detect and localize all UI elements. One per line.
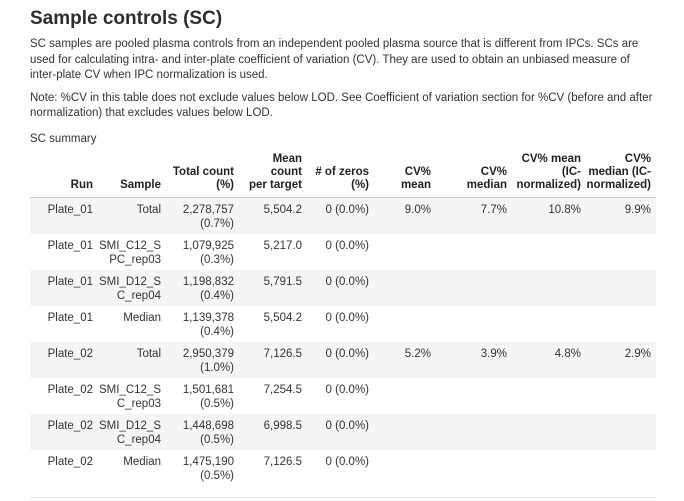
cell-run: Plate_02 — [47, 419, 93, 432]
cell-total-count: 2,950,379 (1.0%) — [182, 347, 234, 374]
cell-mean-count: 7,126.5 — [263, 347, 302, 360]
cell-cv-median — [436, 450, 512, 486]
cell-mean-count: 5,217.0 — [263, 239, 302, 252]
cell-mean-count: 5,504.2 — [263, 203, 302, 216]
cell-mean-count: 5,504.2 — [263, 311, 302, 324]
cell-cv-mean-ic — [512, 270, 586, 306]
cell-sample: SMI_D12_S C_rep04 — [98, 275, 161, 302]
cell-cv-median-ic — [586, 306, 656, 342]
cell-zeros: 0 (0.0%) — [325, 455, 369, 468]
cell-zeros: 0 (0.0%) — [325, 203, 369, 216]
cell-zeros: 0 (0.0%) — [325, 347, 369, 360]
cell-run: Plate_01 — [47, 203, 93, 216]
table-row: Plate_02 SMI_C12_S C_rep03 1,501,681 (0.… — [30, 378, 656, 414]
cell-cv-median-ic — [586, 414, 656, 450]
cell-cv-mean-ic — [512, 234, 586, 270]
cell-zeros: 0 (0.0%) — [325, 383, 369, 396]
column-header-total-count: Total count (%) — [166, 152, 239, 198]
cell-run: Plate_01 — [47, 239, 93, 252]
cell-total-count: 1,501,681 (0.5%) — [182, 383, 234, 410]
cell-run: Plate_01 — [47, 311, 93, 324]
cell-cv-median — [436, 234, 512, 270]
header-row: Run Sample Total count (%) Mean count pe… — [30, 152, 656, 198]
cell-run: Plate_01 — [47, 275, 93, 288]
cell-cv-median-ic — [586, 234, 656, 270]
cell-cv-median-ic — [586, 270, 656, 306]
cell-cv-mean: 9.0% — [404, 203, 431, 216]
table-row: Plate_02 Total 2,950,379 (1.0%) 7,126.5 … — [30, 341, 656, 378]
cell-cv-median-ic — [586, 378, 656, 414]
column-header-cv-median-ic: CV% median (IC- normalized) — [586, 152, 656, 198]
column-header-run: Run — [30, 152, 98, 198]
cell-mean-count: 6,998.5 — [263, 419, 302, 432]
cell-sample: Total — [136, 203, 161, 216]
table-row: Plate_02 SMI_D12_S C_rep04 1,448,698 (0.… — [30, 413, 656, 450]
column-header-sample: Sample — [98, 152, 166, 198]
column-header-cv-mean: CV% mean — [374, 152, 436, 198]
cell-sample: Median — [123, 455, 161, 468]
cell-cv-mean-ic: 4.8% — [554, 347, 581, 360]
cell-zeros: 0 (0.0%) — [325, 275, 369, 288]
table-caption: SC summary — [30, 132, 97, 145]
cell-zeros: 0 (0.0%) — [325, 419, 369, 432]
column-header-cv-mean-ic: CV% mean (IC- normalized) — [512, 152, 586, 198]
sc-summary-table: Run Sample Total count (%) Mean count pe… — [30, 152, 656, 486]
column-header-zeros: # of zeros (%) — [307, 152, 374, 198]
table-row: Plate_01 SMI_D12_S C_rep04 1,198,832 (0.… — [30, 269, 656, 306]
cell-run: Plate_02 — [47, 455, 93, 468]
cell-total-count: 1,448,698 (0.5%) — [182, 419, 234, 446]
cell-cv-median: 3.9% — [480, 347, 507, 360]
cell-cv-mean-ic — [512, 306, 586, 342]
cell-cv-median-ic: 9.9% — [624, 203, 651, 216]
note-paragraph: Note: %CV in this table does not exclude… — [30, 91, 653, 120]
cell-sample: Total — [136, 347, 161, 360]
cell-run: Plate_02 — [47, 347, 93, 360]
cell-sample: SMI_D12_S C_rep04 — [98, 419, 161, 446]
table-row: Plate_01 SMI_C12_S PC_rep03 1,079,925 (0… — [30, 234, 656, 270]
cell-sample: SMI_C12_S PC_rep03 — [98, 239, 161, 266]
cell-cv-mean: 5.2% — [404, 347, 431, 360]
bottom-divider — [30, 496, 656, 498]
cell-cv-mean-ic: 10.8% — [548, 203, 581, 216]
cell-cv-mean — [374, 270, 436, 306]
cell-cv-mean-ic — [512, 414, 586, 450]
cell-cv-mean — [374, 414, 436, 450]
cell-mean-count: 7,254.5 — [263, 383, 302, 396]
cell-cv-median: 7.7% — [480, 203, 507, 216]
cell-cv-median-ic — [586, 450, 656, 486]
cell-mean-count: 5,791.5 — [263, 275, 302, 288]
cell-total-count: 1,079,925 (0.3%) — [182, 239, 234, 266]
cell-zeros: 0 (0.0%) — [325, 239, 369, 252]
cell-total-count: 1,475,190 (0.5%) — [182, 455, 234, 482]
cell-total-count: 2,278,757 (0.7%) — [182, 203, 234, 230]
cell-sample: SMI_C12_S C_rep03 — [98, 383, 161, 410]
cell-cv-mean — [374, 306, 436, 342]
page-title: Sample controls (SC) — [30, 8, 223, 29]
cell-total-count: 1,139,378 (0.4%) — [182, 311, 234, 338]
column-header-mean-count: Mean count per target — [239, 152, 307, 198]
intro-paragraph: SC samples are pooled plasma controls fr… — [30, 38, 639, 81]
cell-cv-mean — [374, 378, 436, 414]
cell-cv-median-ic: 2.9% — [624, 347, 651, 360]
cell-zeros: 0 (0.0%) — [325, 311, 369, 324]
cell-mean-count: 7,126.5 — [263, 455, 302, 468]
cell-total-count: 1,198,832 (0.4%) — [182, 275, 234, 302]
cell-cv-mean — [374, 450, 436, 486]
cell-sample: Median — [123, 311, 161, 324]
table-row: Plate_01 Median 1,139,378 (0.4%) 5,504.2… — [30, 306, 656, 342]
cell-cv-median — [436, 414, 512, 450]
cell-run: Plate_02 — [47, 383, 93, 396]
cell-cv-mean-ic — [512, 378, 586, 414]
column-header-cv-median: CV% median — [436, 152, 512, 198]
cell-cv-median — [436, 270, 512, 306]
cell-cv-median — [436, 306, 512, 342]
table-row: Plate_01 Total 2,278,757 (0.7%) 5,504.2 … — [30, 197, 656, 234]
table-row: Plate_02 Median 1,475,190 (0.5%) 7,126.5… — [30, 450, 656, 486]
cell-cv-mean-ic — [512, 450, 586, 486]
cell-cv-median — [436, 378, 512, 414]
cell-cv-mean — [374, 234, 436, 270]
